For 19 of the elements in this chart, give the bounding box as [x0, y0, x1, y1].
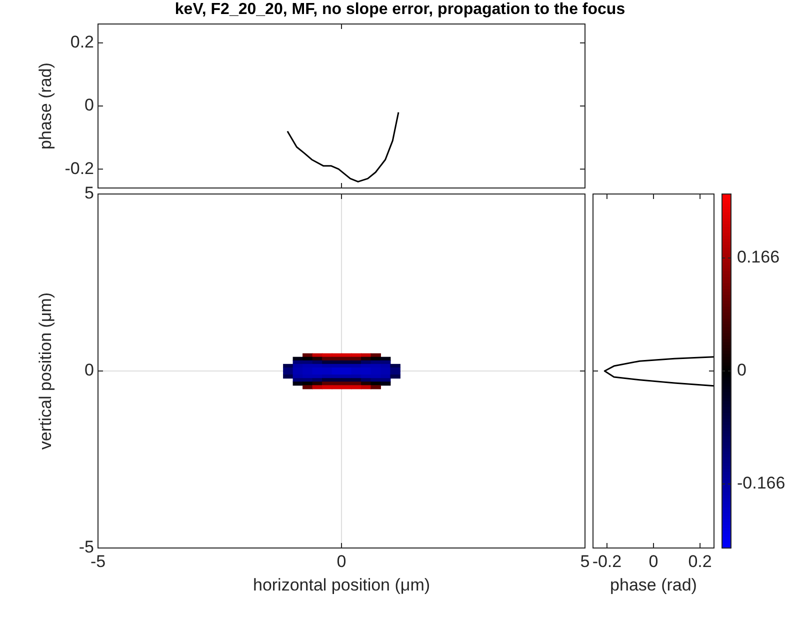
color-bar-label: -0.166: [737, 474, 786, 493]
color-bar-label: 0.166: [737, 248, 780, 267]
x-tick-label: 0: [336, 552, 346, 571]
y-tick-label: -0.2: [64, 158, 94, 178]
y-tick-label: -5: [78, 538, 94, 557]
x-axis-title: horizontal position (μm): [252, 575, 430, 594]
y-tick-label: 5: [84, 184, 94, 203]
y-tick-label: 0.2: [70, 32, 94, 52]
x-tick-label: 0: [648, 552, 658, 571]
chart-title: keV, F2_20_20, MF, no slope error, propagation to the focus: [174, 1, 626, 19]
y-tick-label: 0: [84, 96, 94, 115]
y-tick-label: 0: [84, 360, 94, 380]
y-axis-title: vertical position (μm): [36, 292, 55, 450]
x-tick-label: 5: [580, 552, 590, 571]
y-axis-title: phase (rad): [36, 62, 55, 150]
x-tick-label: 0.2: [688, 552, 712, 571]
x-tick-label: -0.2: [592, 552, 622, 571]
x-axis-title: phase (rad): [610, 575, 697, 594]
color-bar-label: 0: [737, 360, 746, 380]
